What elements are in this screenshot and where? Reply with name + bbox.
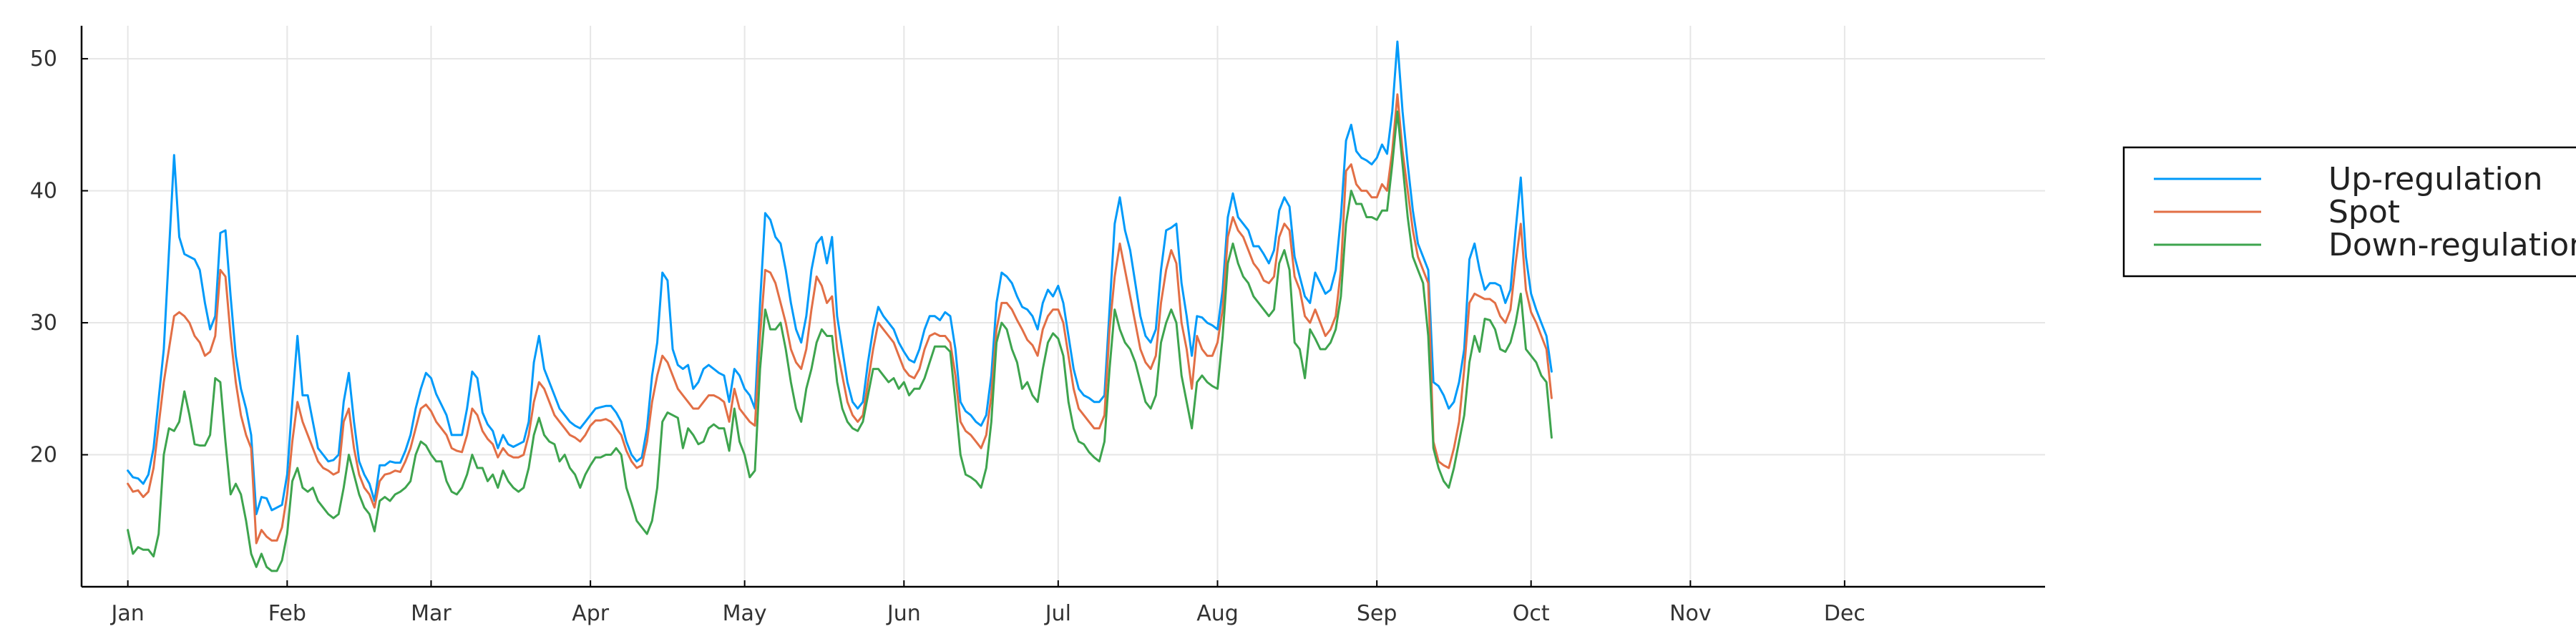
series-line-down-regulation	[127, 110, 1553, 572]
x-axis-ticks: Jan Feb Mar Apr May Jun Jul Aug Sep Oct Nov Dec	[110, 580, 1865, 626]
x-tick-label: May	[723, 601, 767, 626]
x-tick-label: Mar	[411, 601, 452, 626]
x-tick-label: Aug	[1196, 601, 1239, 626]
x-tick-label: Dec	[1824, 601, 1865, 626]
x-tick-label: Apr	[572, 601, 610, 626]
legend-label: Down-regulation	[2328, 227, 2576, 263]
x-tick-label: Oct	[1513, 601, 1550, 626]
x-tick-label: Nov	[1669, 601, 1712, 626]
y-axis-ticks: 20 30 40 50	[30, 47, 88, 468]
legend-label: Up-regulation	[2328, 161, 2543, 197]
y-tick-label: 20	[30, 443, 57, 468]
series-lines	[127, 40, 1553, 572]
y-tick-label: 50	[30, 47, 57, 72]
series-line-up-regulation	[127, 40, 1553, 515]
x-tick-label: Sep	[1357, 601, 1397, 626]
y-tick-label: 40	[30, 179, 57, 204]
x-tick-label: Jul	[1044, 601, 1071, 626]
y-tick-label: 30	[30, 311, 57, 336]
x-tick-label: Jun	[886, 601, 921, 626]
series-line-spot	[127, 93, 1553, 545]
legend-label: Spot	[2328, 194, 2400, 230]
x-tick-label: Feb	[268, 601, 306, 626]
axes	[80, 26, 2045, 588]
x-tick-label: Jan	[110, 601, 145, 626]
